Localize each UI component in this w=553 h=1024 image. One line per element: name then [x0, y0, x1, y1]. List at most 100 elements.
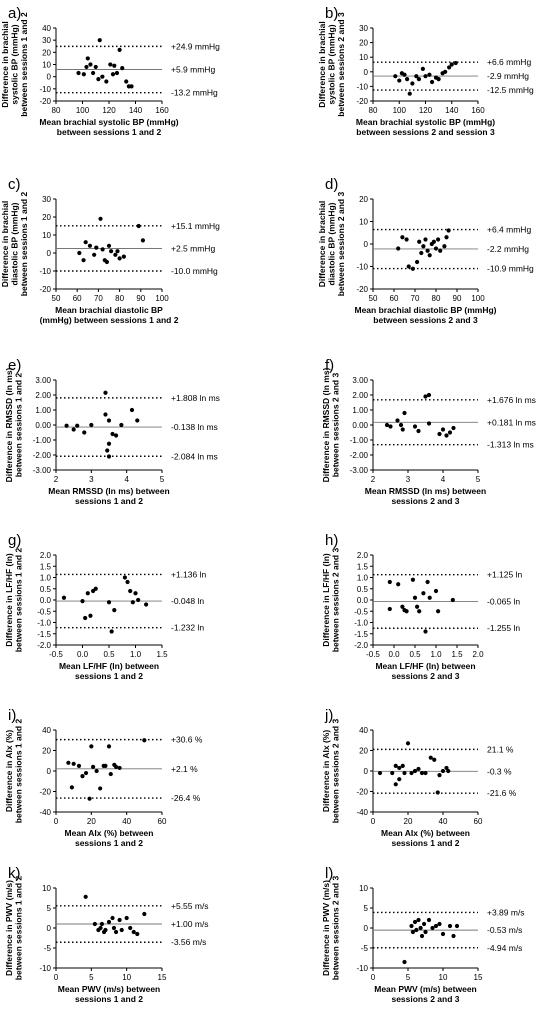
- x-axis-label: Mean AIx (%) between: [381, 828, 470, 838]
- y-tick-label: -0.5: [354, 607, 368, 616]
- x-tick-label: 0: [54, 817, 59, 826]
- y-tick-label: -1.5: [354, 630, 368, 639]
- upper-limit-label: +30.6 %: [171, 735, 203, 745]
- data-point: [400, 235, 405, 240]
- y-axis-label: between sessions 1 and 2: [19, 192, 29, 297]
- data-point: [416, 77, 422, 82]
- data-point: [421, 244, 426, 249]
- x-axis-label: sessions 1 and 2: [75, 994, 143, 1004]
- panel-label: f): [325, 357, 334, 374]
- lower-limit-label: -13.2 mmHg: [171, 88, 218, 98]
- data-point: [71, 427, 76, 432]
- x-tick-label: 1.0: [130, 650, 142, 659]
- y-tick-label: 40: [42, 726, 51, 735]
- y-tick-label: -20: [39, 285, 51, 294]
- data-point: [80, 774, 85, 779]
- panel-g: g) -2.0 -1.5 -1.0 -0.5 0.0 0.5 1.0 1.5 2.0 -0.5 0.0…: [4, 532, 206, 681]
- data-point: [106, 919, 112, 925]
- data-point: [393, 74, 398, 79]
- data-point: [402, 770, 407, 776]
- data-point: [428, 755, 433, 760]
- x-tick-label: 70: [94, 294, 103, 303]
- data-point: [117, 917, 122, 923]
- data-point: [112, 608, 117, 613]
- data-point: [440, 768, 446, 774]
- y-tick-label: 1.00: [35, 406, 51, 415]
- data-point: [405, 741, 411, 746]
- data-point: [106, 600, 112, 605]
- x-tick-label: 0.0: [388, 650, 400, 659]
- data-point: [142, 738, 147, 743]
- data-point: [402, 410, 407, 416]
- data-point: [444, 433, 449, 438]
- x-tick-label: 160: [471, 106, 485, 115]
- data-point: [83, 894, 88, 899]
- data-point: [387, 579, 392, 585]
- data-point: [420, 66, 425, 71]
- y-tick-label: -10: [356, 263, 368, 272]
- data-point: [106, 441, 112, 446]
- data-point: [96, 77, 101, 82]
- data-point: [436, 237, 441, 242]
- y-tick-label: -1.0: [37, 619, 51, 628]
- y-tick-label: 1.5: [40, 562, 52, 571]
- data-point: [388, 424, 393, 429]
- data-point: [426, 917, 432, 923]
- x-axis-label: between sessions 2 and session 3: [356, 127, 495, 137]
- data-point: [398, 422, 404, 428]
- x-tick-label: 40: [439, 817, 448, 826]
- y-axis-label: Difference in RMSSD (ln ms): [321, 367, 331, 482]
- data-point: [76, 763, 82, 768]
- y-tick-label: 2.0: [40, 551, 52, 560]
- data-point: [432, 757, 437, 762]
- y-tick-label: 0: [47, 249, 52, 258]
- x-axis-label: between sessions 1 and 2: [57, 127, 162, 137]
- data-point: [133, 591, 138, 596]
- x-tick-label: 15: [158, 973, 167, 982]
- data-point: [110, 915, 115, 921]
- data-point: [397, 78, 402, 83]
- data-point: [103, 927, 108, 933]
- panel-label: b): [325, 5, 338, 22]
- data-point: [106, 418, 112, 423]
- data-point: [423, 237, 428, 242]
- x-axis-label: Mean PWV (m/s) between: [58, 984, 161, 994]
- data-point: [80, 599, 85, 604]
- y-axis-label: systolic BP (mmHg): [10, 24, 20, 104]
- data-point: [407, 91, 412, 96]
- x-tick-label: 0.0: [77, 650, 89, 659]
- data-point: [402, 72, 407, 77]
- lower-limit-label: -21.6 %: [487, 788, 517, 798]
- data-point: [85, 591, 90, 596]
- data-point: [110, 431, 115, 437]
- y-tick-label: 0.00: [352, 421, 368, 430]
- panel-label: c): [8, 176, 21, 193]
- x-axis-label: Mean RMSSD (ln ms) between: [365, 486, 486, 496]
- y-axis-label: between sessions 1 and 2: [14, 548, 24, 653]
- mean-difference-label: -0.138 ln ms: [171, 422, 218, 432]
- x-tick-label: 4: [441, 475, 446, 484]
- y-tick-label: -20: [39, 97, 51, 106]
- data-point: [94, 245, 99, 250]
- x-axis-label: sessions 1 and 2: [75, 838, 143, 848]
- y-tick-label: 0: [364, 767, 369, 776]
- upper-limit-label: 21.1 %: [487, 744, 514, 754]
- mean-difference-label: -2.9 mmHg: [487, 71, 529, 81]
- x-tick-label: 80: [52, 106, 61, 115]
- data-point: [117, 47, 122, 53]
- data-point: [89, 744, 94, 749]
- data-point: [92, 921, 97, 927]
- lower-limit-label: -12.5 mmHg: [487, 85, 534, 95]
- data-point: [406, 264, 411, 269]
- mean-difference-label: -0.065 ln: [487, 596, 520, 606]
- y-tick-label: -10: [39, 85, 51, 94]
- data-point: [402, 959, 407, 965]
- y-tick-label: 5: [364, 904, 369, 913]
- y-axis-label: between sessions 1 and 2: [14, 373, 24, 478]
- data-point: [421, 591, 426, 596]
- data-point: [446, 768, 451, 774]
- y-tick-label: 0.00: [35, 421, 51, 430]
- data-point: [98, 786, 103, 791]
- data-point: [450, 597, 455, 603]
- data-point: [104, 79, 109, 84]
